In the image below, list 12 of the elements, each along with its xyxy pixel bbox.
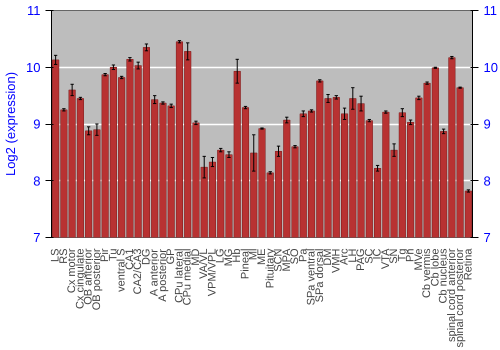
y2-tick-label: 9 <box>484 116 491 132</box>
x-tick-label: Tg <box>396 248 408 262</box>
y-tick-label: 8 <box>33 173 41 188</box>
y-tick-label: 11 <box>27 3 41 18</box>
y-tick-label: 10 <box>26 60 41 75</box>
y2-tick-label: 8 <box>484 173 491 188</box>
y2-tick-label: 10 <box>484 60 498 75</box>
y-tick-label: 7 <box>33 230 41 245</box>
y2-tick-label: 7 <box>484 230 491 245</box>
y2-tick-label: 11 <box>484 3 497 18</box>
y-axis-title: Log2 (expression) <box>3 72 18 176</box>
y-tick-label: 9 <box>33 116 41 132</box>
